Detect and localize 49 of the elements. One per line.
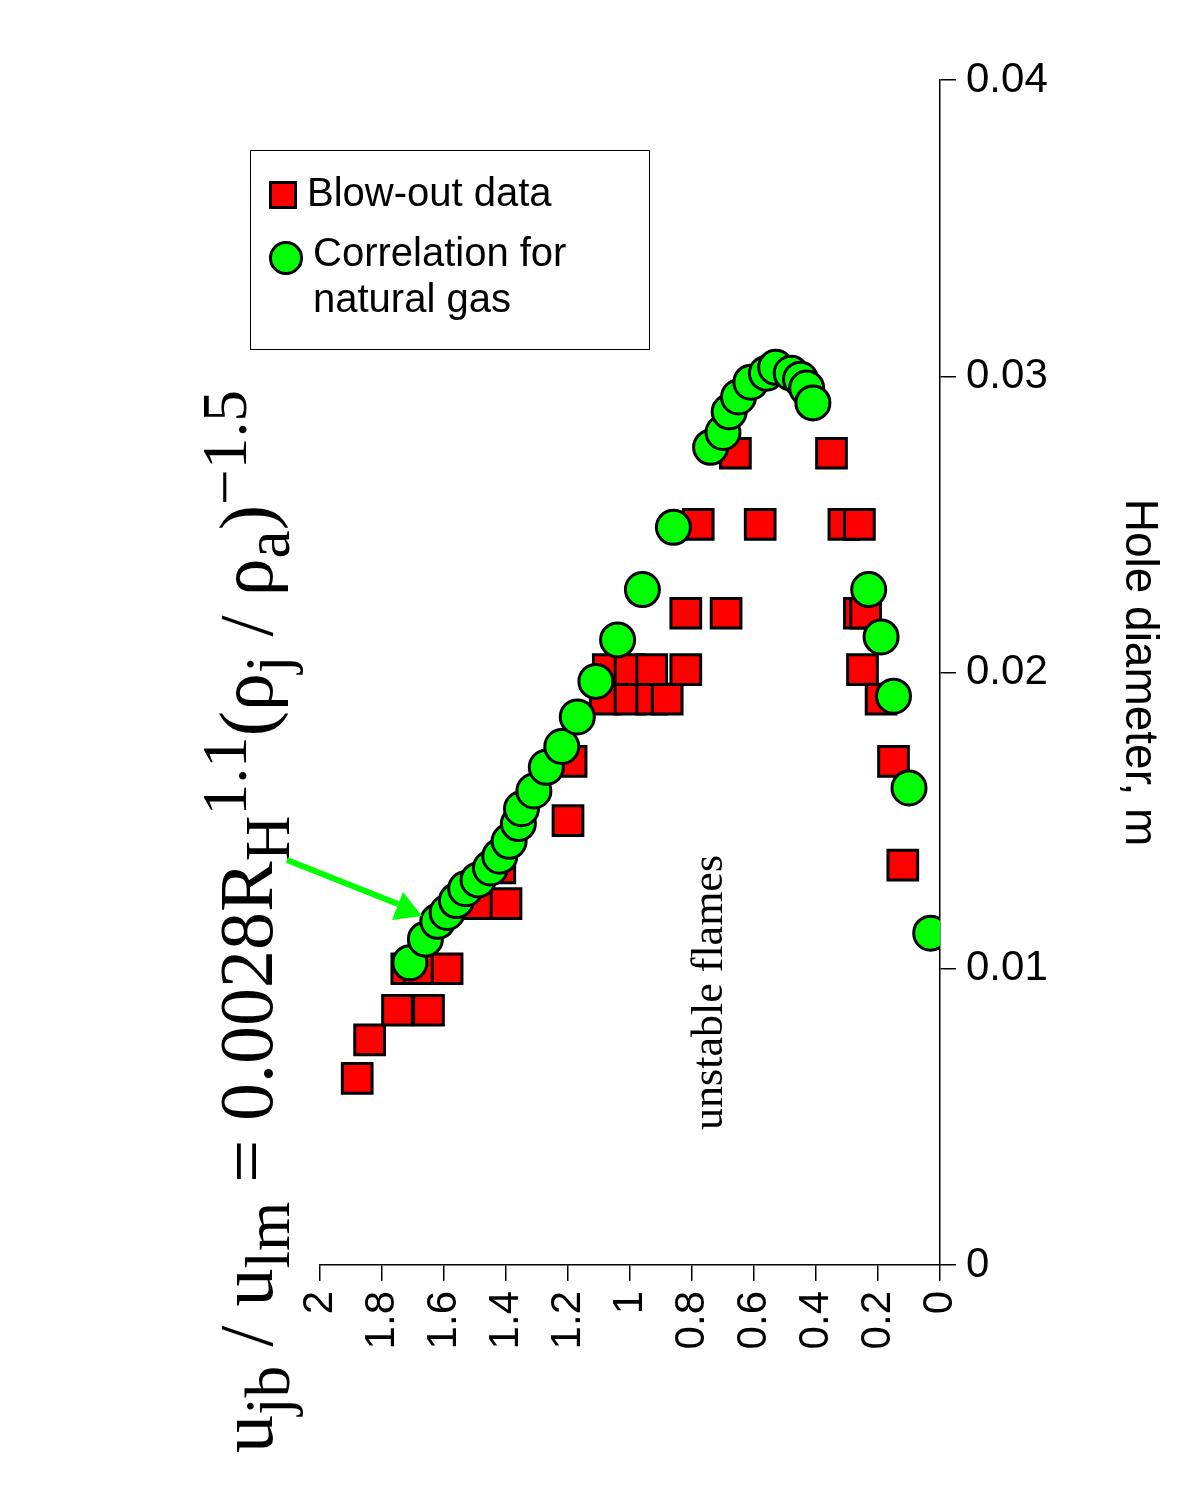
point	[623, 571, 661, 609]
annotation: unstable flames	[683, 854, 733, 1130]
point	[599, 621, 637, 659]
y-tick-label: 0.03	[966, 349, 1048, 397]
point	[794, 384, 832, 422]
legend-label: Blow-out data	[307, 169, 552, 215]
y-tick-label: 0.04	[966, 53, 1048, 101]
point	[890, 769, 928, 807]
x-tick-label: 2	[293, 1291, 341, 1315]
x-tick-label: 1.4	[479, 1291, 527, 1350]
point	[412, 993, 445, 1027]
point	[669, 653, 703, 686]
point	[877, 745, 910, 778]
x-tick-label: 1.8	[355, 1291, 403, 1350]
point	[551, 804, 585, 837]
point	[635, 653, 669, 686]
point	[543, 728, 581, 766]
x-tick-label: 1.6	[417, 1291, 465, 1350]
point	[846, 653, 879, 686]
point	[353, 1023, 386, 1057]
x-tick-label: 0.6	[727, 1291, 775, 1350]
y-axis-title: Hole diameter, m	[1115, 498, 1168, 847]
point	[709, 596, 743, 630]
point	[862, 618, 900, 656]
point	[577, 662, 615, 700]
point	[743, 508, 777, 541]
point	[815, 436, 848, 470]
point	[886, 848, 920, 882]
x-tick-label: 0	[913, 1291, 961, 1315]
point	[430, 952, 464, 986]
point	[843, 508, 876, 541]
point	[650, 682, 684, 716]
x-tick-label: 0.8	[665, 1291, 713, 1350]
y-tick-label: 0.02	[966, 646, 1048, 694]
point	[850, 571, 888, 609]
point	[654, 508, 692, 546]
x-tick-label: 1.2	[541, 1291, 589, 1350]
point	[340, 1062, 374, 1095]
point	[489, 887, 523, 920]
point	[875, 677, 912, 715]
x-tick-label: 0.4	[789, 1291, 837, 1350]
y-tick-label: 0.01	[966, 942, 1048, 990]
point	[381, 993, 414, 1027]
y-tick-label: 0	[966, 1238, 990, 1286]
point	[558, 698, 596, 736]
legend-label: Correlation for natural gas	[313, 229, 568, 321]
x-tick-label: 0.2	[851, 1291, 899, 1350]
x-tick-label: 1	[603, 1291, 651, 1315]
point	[669, 596, 703, 630]
